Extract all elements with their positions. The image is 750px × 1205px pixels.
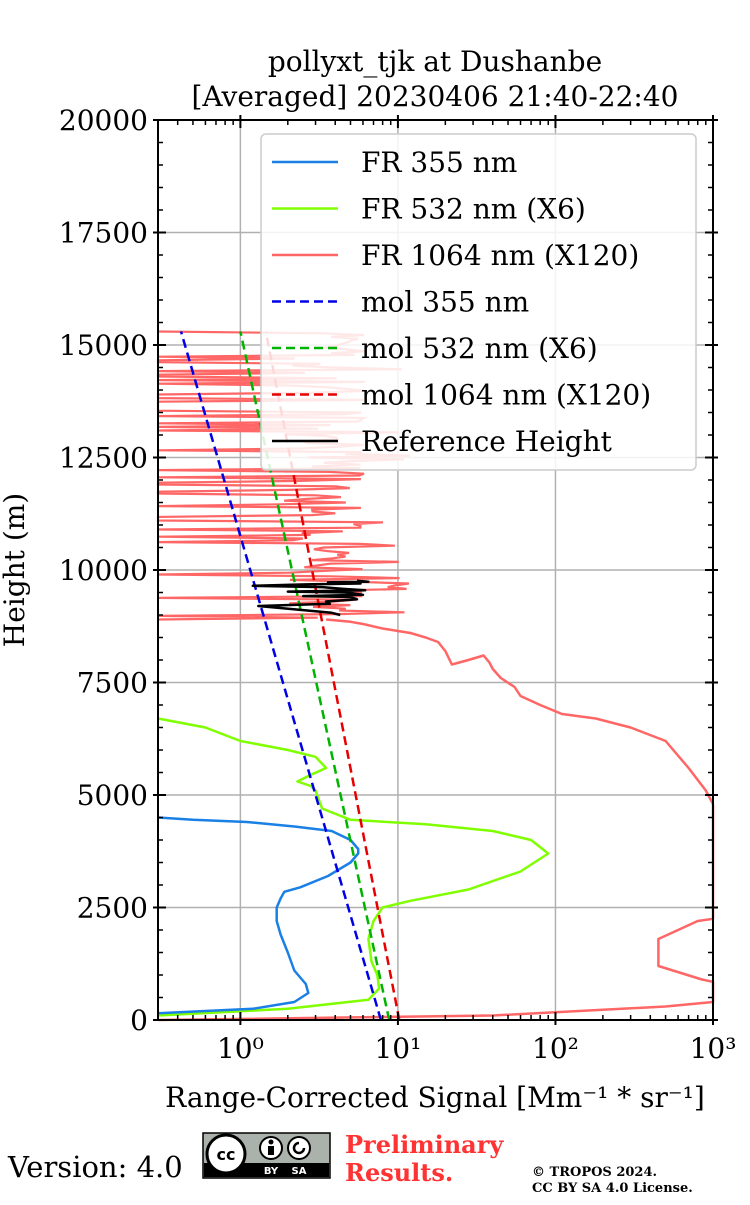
series-line-mol-532-nm-x6 (239, 331, 391, 1021)
legend-label-fr-1064-nm-x120: FR 1064 nm (X120) (361, 239, 639, 272)
tick-labels: 0 2500 5000 7500 10000 12500 15000 17500 20000 10… (59, 104, 737, 1065)
legend-label-fr-355-nm: FR 355 nm (361, 146, 517, 179)
legend-label-mol-355-nm: mol 355 nm (361, 286, 529, 319)
cc-logo-icon (205, 1133, 247, 1175)
copyright-line1: © TROPOS 2024. (532, 1165, 657, 1180)
series-line-fr-532-nm-x6 (157, 717, 550, 1017)
chart-title-line2: [Averaged] 20230406 21:40-22:40 (192, 80, 679, 113)
x-tick-label: 10⁰ (217, 1032, 264, 1065)
y-tick-label: 5000 (77, 779, 148, 812)
cc-by-sa-badge: cc BY SA (202, 1132, 331, 1179)
legend-label-fr-532-nm-x6: FR 532 nm (X6) (361, 193, 586, 226)
cc-sa-label: SA (292, 1166, 307, 1177)
legend-label-mol-532-nm-x6: mol 532 nm (X6) (361, 332, 598, 365)
series-line-fr-1064-nm-x120 (157, 618, 715, 1022)
series-lines (157, 331, 715, 1022)
x-tick-label: 10³ (690, 1032, 737, 1065)
preliminary-line2: Results. (345, 1158, 453, 1187)
y-tick-label: 12500 (59, 442, 148, 475)
y-tick-label: 20000 (59, 104, 148, 137)
preliminary-line1: Preliminary (345, 1130, 504, 1159)
footer: Version: 4.0 cc BY SA Preliminary Result… (7, 1130, 693, 1196)
series-line-fr-355-nm (157, 816, 360, 1015)
legend-label-reference-height: Reference Height (361, 425, 613, 458)
x-tick-label: 10¹ (374, 1032, 421, 1065)
y-tick-label: 7500 (77, 667, 148, 700)
series-line-mol-355-nm (179, 331, 383, 1021)
y-tick-label: 10000 (59, 554, 148, 587)
legend: FR 355 nm FR 532 nm (X6) FR 1064 nm (X120)… (260, 133, 697, 471)
legend-label-mol-1064-nm-x120: mol 1064 nm (X120) (361, 379, 651, 412)
y-tick-label: 17500 (59, 217, 148, 250)
y-tick-label: 2500 (77, 892, 148, 925)
y-tick-label: 15000 (59, 329, 148, 362)
x-axis-label: Range-Corrected Signal [Mm⁻¹ * sr⁻¹] (165, 1081, 705, 1114)
legend-box (260, 133, 697, 471)
copyright-line2: CC BY SA 4.0 License. (532, 1181, 693, 1196)
svg-text:cc: cc (217, 1145, 236, 1164)
y-tick-label: 0 (130, 1004, 148, 1037)
x-tick-label: 10² (532, 1032, 579, 1065)
series-line-mol-1064-nm-x120 (264, 331, 401, 1021)
cc-sa-icon (287, 1136, 311, 1160)
series-line-reference-height (251, 579, 370, 617)
version-label: Version: 4.0 (7, 1150, 183, 1184)
axis-ticks (153, 115, 718, 1025)
y-axis-label: Height (m) (0, 493, 31, 647)
chart-title-line1: pollyxt_tjk at Dushanbe (268, 45, 602, 78)
cc-by-label: BY (264, 1166, 279, 1177)
